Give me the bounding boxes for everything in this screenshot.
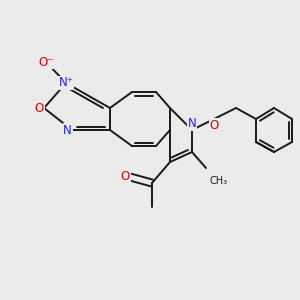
Text: O: O	[121, 170, 130, 184]
Text: N⁺: N⁺	[58, 76, 74, 89]
Text: O: O	[209, 119, 219, 132]
Text: N: N	[188, 117, 196, 130]
Text: N: N	[63, 124, 72, 136]
Text: CH₃: CH₃	[210, 176, 228, 186]
Text: O: O	[35, 101, 44, 115]
Text: O⁻: O⁻	[38, 56, 54, 68]
